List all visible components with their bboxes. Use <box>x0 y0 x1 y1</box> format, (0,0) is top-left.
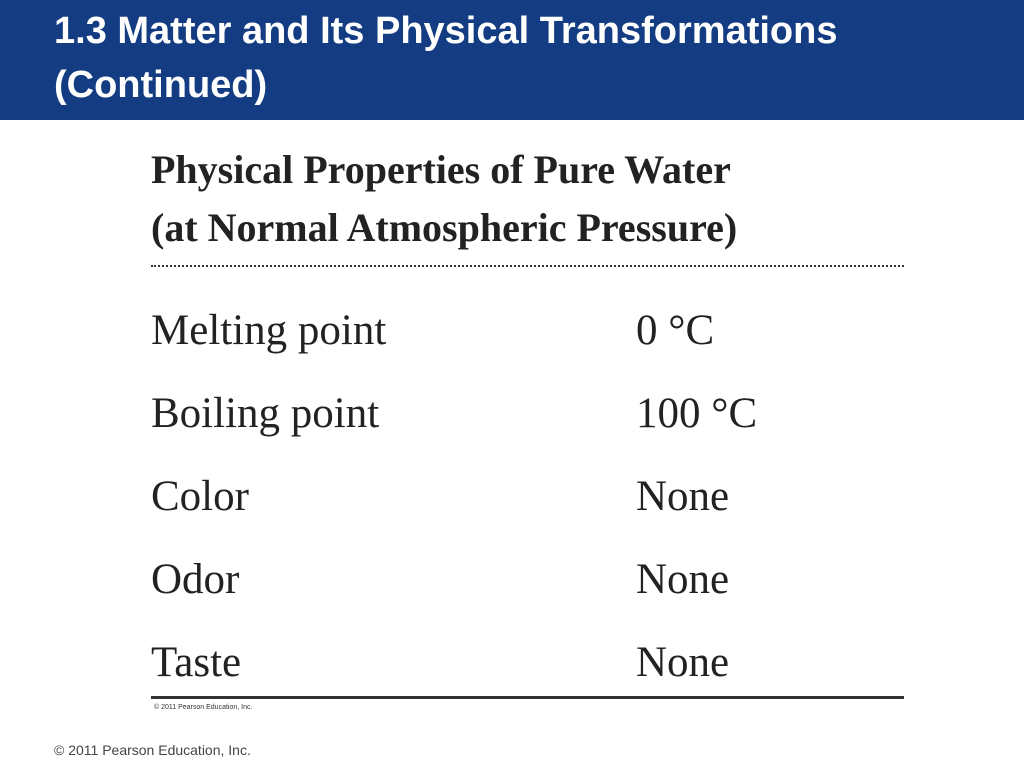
footer-copyright: © 2011 Pearson Education, Inc. <box>54 742 251 758</box>
cell-label: Melting point <box>151 307 387 354</box>
header-title: (Continued) <box>54 64 268 106</box>
table-title: Physical Properties of Pure Water <box>151 147 731 192</box>
header-bar: 1.3 Matter and Its Physical Transformati… <box>0 0 1024 120</box>
divider <box>151 696 904 699</box>
cell-value: 100 °C <box>636 390 758 437</box>
header-title: 1.3 Matter and Its Physical Transformati… <box>54 10 838 52</box>
cell-label: Odor <box>151 556 240 603</box>
divider <box>151 265 904 267</box>
cell-value: 0 °C <box>636 307 715 354</box>
cell-value: None <box>636 639 730 686</box>
cell-value: None <box>636 556 730 603</box>
cell-value: None <box>636 473 730 520</box>
table-title: (at Normal Atmospheric Pressure) <box>151 205 738 250</box>
cell-label: Taste <box>151 639 242 686</box>
table-credit: © 2011 Pearson Education, Inc. <box>154 704 253 711</box>
cell-label: Boiling point <box>151 390 380 437</box>
cell-label: Color <box>151 473 249 520</box>
